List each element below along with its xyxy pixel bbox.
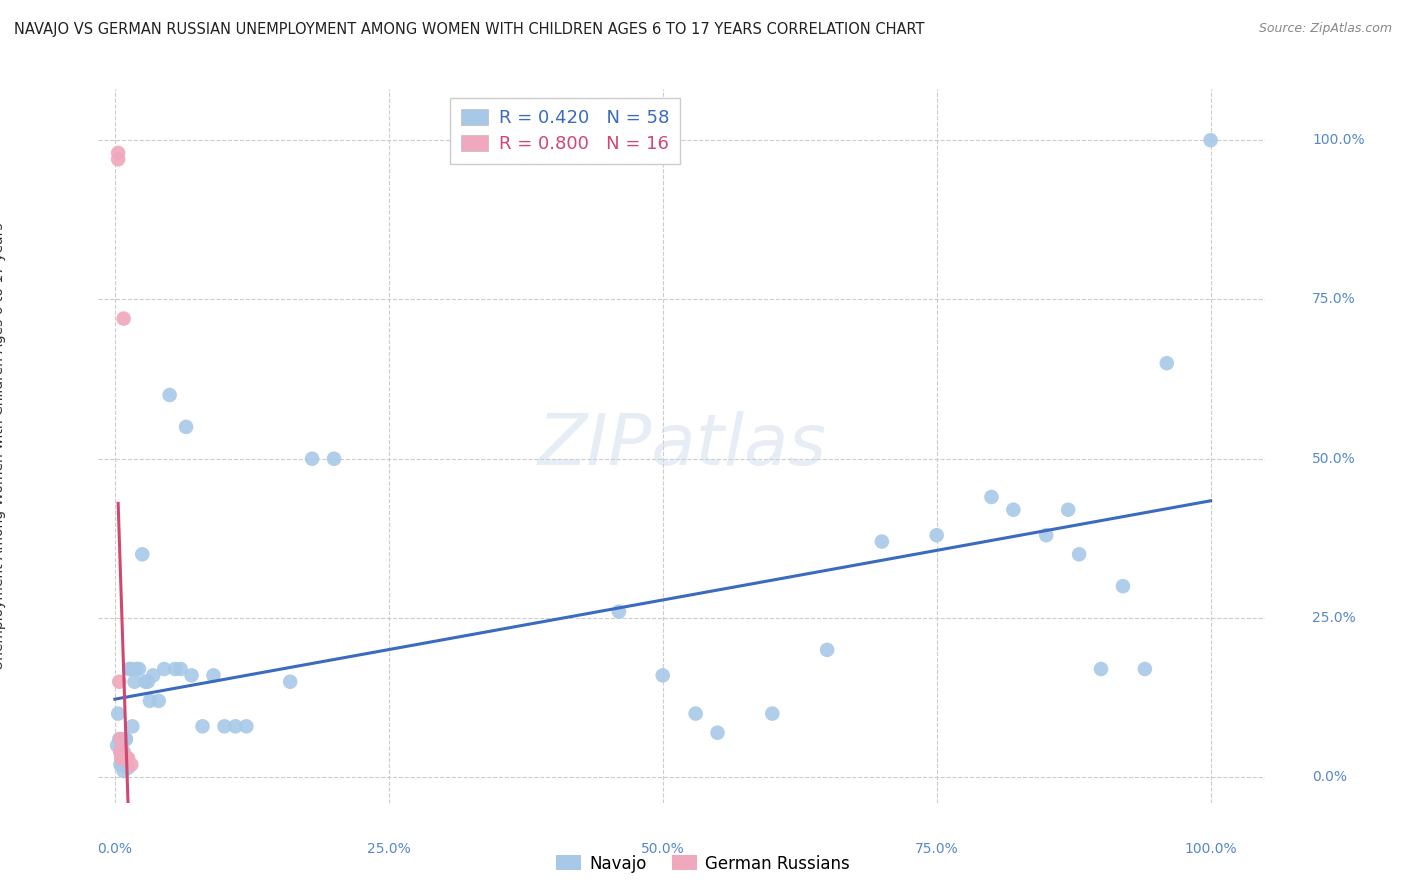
Point <box>685 706 707 721</box>
Text: Unemployment Among Women with Children Ages 6 to 17 years: Unemployment Among Women with Children A… <box>0 222 6 670</box>
Point <box>128 662 150 676</box>
Point <box>651 668 673 682</box>
Point <box>108 732 131 747</box>
Point <box>135 674 157 689</box>
Point <box>174 420 197 434</box>
Point <box>323 451 346 466</box>
Point <box>159 388 181 402</box>
Point <box>114 751 136 765</box>
Point <box>110 732 132 747</box>
Point <box>925 528 948 542</box>
Point <box>112 751 135 765</box>
Point <box>111 751 134 765</box>
Point <box>706 725 728 739</box>
Point <box>108 674 131 689</box>
Text: 0.0%: 0.0% <box>97 842 132 856</box>
Point <box>136 674 159 689</box>
Point <box>153 662 176 676</box>
Point <box>105 739 128 753</box>
Point <box>107 145 129 160</box>
Point <box>114 751 136 765</box>
Point <box>142 668 165 682</box>
Point <box>114 757 136 772</box>
Point <box>111 757 134 772</box>
Point <box>120 662 142 676</box>
Text: 50.0%: 50.0% <box>1312 451 1355 466</box>
Point <box>1112 579 1135 593</box>
Text: 25.0%: 25.0% <box>367 842 411 856</box>
Point <box>118 662 141 676</box>
Point <box>1133 662 1156 676</box>
Legend: R = 0.420   N = 58, R = 0.800   N = 16: R = 0.420 N = 58, R = 0.800 N = 16 <box>450 98 681 163</box>
Point <box>107 706 129 721</box>
Point <box>148 694 170 708</box>
Text: 75.0%: 75.0% <box>915 842 959 856</box>
Point <box>815 643 838 657</box>
Point <box>165 662 187 676</box>
Point <box>870 534 893 549</box>
Point <box>761 706 783 721</box>
Point <box>112 745 135 759</box>
Point <box>125 662 148 676</box>
Point <box>124 674 146 689</box>
Point <box>1035 528 1057 542</box>
Text: Source: ZipAtlas.com: Source: ZipAtlas.com <box>1258 22 1392 36</box>
Point <box>110 745 132 759</box>
Point <box>117 761 139 775</box>
Point <box>1069 547 1091 561</box>
Point <box>117 751 139 765</box>
Point <box>114 751 136 765</box>
Point <box>139 694 162 708</box>
Point <box>131 547 153 561</box>
Point <box>1057 502 1080 516</box>
Point <box>180 668 202 682</box>
Point <box>110 745 132 759</box>
Point <box>278 674 301 689</box>
Point <box>607 605 630 619</box>
Text: NAVAJO VS GERMAN RUSSIAN UNEMPLOYMENT AMONG WOMEN WITH CHILDREN AGES 6 TO 17 YEA: NAVAJO VS GERMAN RUSSIAN UNEMPLOYMENT AM… <box>14 22 925 37</box>
Text: 75.0%: 75.0% <box>1312 293 1355 307</box>
Point <box>110 757 132 772</box>
Point <box>114 732 136 747</box>
Point <box>110 745 132 759</box>
Point <box>112 764 135 778</box>
Point <box>114 732 136 747</box>
Point <box>110 751 132 765</box>
Point <box>980 490 1002 504</box>
Point <box>110 751 132 765</box>
Point <box>301 451 323 466</box>
Point <box>224 719 246 733</box>
Point <box>169 662 191 676</box>
Point <box>110 739 132 753</box>
Point <box>202 668 225 682</box>
Point <box>1199 133 1222 147</box>
Point <box>1156 356 1178 370</box>
Point <box>1002 502 1025 516</box>
Text: 50.0%: 50.0% <box>641 842 685 856</box>
Text: 100.0%: 100.0% <box>1312 133 1365 147</box>
Point <box>112 311 135 326</box>
Point <box>121 719 143 733</box>
Legend: Navajo, German Russians: Navajo, German Russians <box>550 848 856 880</box>
Point <box>214 719 236 733</box>
Point <box>191 719 214 733</box>
Text: 100.0%: 100.0% <box>1184 842 1237 856</box>
Point <box>111 745 134 759</box>
Point <box>1090 662 1112 676</box>
Point <box>107 153 129 167</box>
Point <box>120 757 142 772</box>
Text: ZIPatlas: ZIPatlas <box>537 411 827 481</box>
Text: 25.0%: 25.0% <box>1312 611 1355 625</box>
Text: 0.0%: 0.0% <box>1312 771 1347 784</box>
Point <box>235 719 257 733</box>
